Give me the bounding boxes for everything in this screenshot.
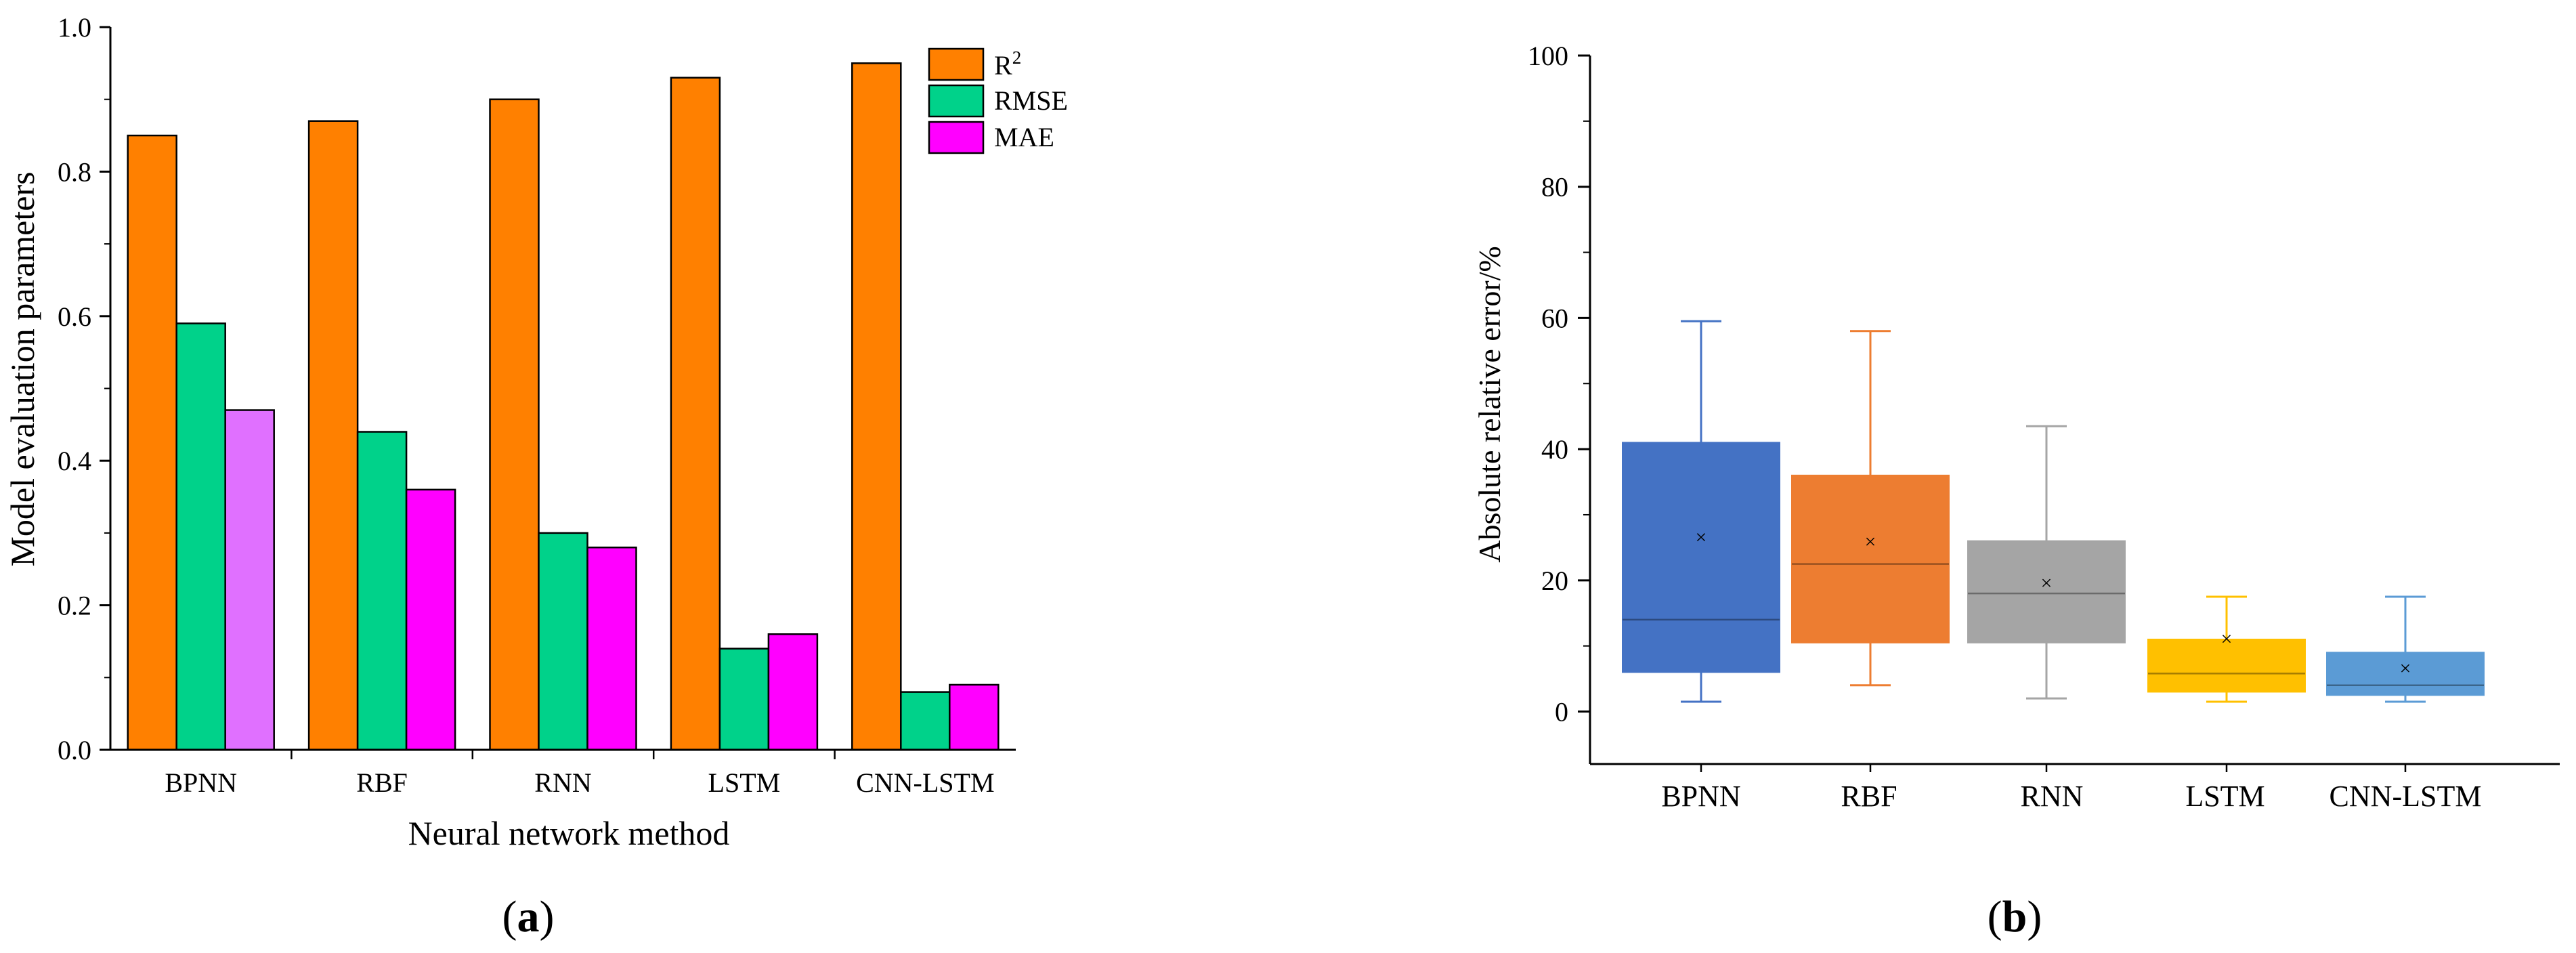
x-tick-label-lstm: LSTM <box>708 767 781 798</box>
bar-rmse-lstm <box>718 648 770 751</box>
bar-rmse-bpnn <box>175 322 226 751</box>
panel-a-label: a <box>517 892 540 941</box>
panel-a-axes: BPNN RBF RNN LSTM CNN-LSTM 0.0 0.2 0.4 0.6 0.8 1.0 <box>58 12 1016 798</box>
mean-marker-bpnn: × <box>1696 526 1707 549</box>
panel-a-bar-chart: BPNN RBF RNN LSTM CNN-LSTM 0.0 0.2 0.4 0.6 0.8 1.0… <box>3 12 1068 941</box>
bar-rmse-rbf <box>356 431 408 751</box>
bar-mae-rnn <box>586 546 637 751</box>
bar-r2-rbf <box>307 120 359 751</box>
panel-a-bars <box>127 62 1000 751</box>
mean-marker-cnn-lstm: × <box>2400 658 2411 680</box>
legend-label-r2: R2 <box>994 47 1021 81</box>
panel-b-label: b <box>2002 892 2027 941</box>
x-tick-label-bpnn: BPNN <box>1661 780 1740 813</box>
legend-label-rmse: RMSE <box>994 85 1068 116</box>
bar-rmse-rnn <box>538 532 588 751</box>
panel-a-xlabel: Neural network method <box>408 814 730 852</box>
box-rbf <box>1791 474 1950 643</box>
y-tick-label-80: 80 <box>1541 172 1568 203</box>
y-tick-label-0-8: 0.8 <box>58 156 91 187</box>
y-tick-label-60: 60 <box>1541 303 1568 333</box>
mean-marker-rbf: × <box>1865 531 1876 553</box>
y-tick-label-0-0: 0.0 <box>58 735 91 765</box>
box-lstm <box>2147 638 2306 693</box>
y-tick-label-0-4: 0.4 <box>58 446 91 476</box>
y-tick-label-0: 0 <box>1555 697 1568 727</box>
mean-marker-rnn: × <box>2041 572 2053 595</box>
bar-mae-lstm <box>767 633 819 751</box>
legend-swatch-mae <box>928 121 985 154</box>
y-tick-label-20: 20 <box>1541 566 1568 596</box>
bar-r2-lstm <box>670 77 721 751</box>
box-rnn <box>1967 540 2126 643</box>
panel-b-ylabel: Absolute relative error/% <box>1472 246 1507 562</box>
bar-r2-cnn-lstm <box>851 62 902 751</box>
panel-a-caption: (a) <box>502 892 555 941</box>
x-tick-label-cnn-lstm: CNN-LSTM <box>856 767 994 798</box>
x-tick-label-rbf: RBF <box>1841 780 1897 813</box>
bar-r2-bpnn <box>127 134 177 751</box>
legend-label-mae: MAE <box>994 122 1054 152</box>
bar-rmse-cnn-lstm <box>900 691 951 751</box>
mean-marker-lstm: × <box>2221 628 2233 650</box>
x-tick-label-rbf: RBF <box>356 767 408 798</box>
y-tick-label-0-6: 0.6 <box>58 301 91 332</box>
panel-a-legend: R2 RMSE MAE <box>928 47 1068 154</box>
y-tick-label-1-0: 1.0 <box>58 12 91 43</box>
bar-mae-cnn-lstm <box>949 683 1000 751</box>
panel-b-caption: (b) <box>1988 892 2042 941</box>
box-bpnn <box>1622 442 1780 673</box>
x-tick-label-rnn: RNN <box>2021 780 2084 813</box>
x-tick-label-lstm: LSTM <box>2185 780 2264 813</box>
legend-swatch-r2 <box>928 47 985 81</box>
x-tick-label-cnn-lstm: CNN-LSTM <box>2330 780 2482 813</box>
y-tick-label-40: 40 <box>1541 434 1568 465</box>
panel-b-boxes: × × × × × <box>1622 320 2485 772</box>
legend-swatch-rmse <box>928 84 985 118</box>
panel-a-ylabel: Model evaluation parameters <box>3 171 41 566</box>
bar-mae-rbf <box>405 488 456 751</box>
x-tick-label-rnn: RNN <box>534 767 591 798</box>
panel-b-axes: 0 20 40 60 80 100 BPNN RBF RNN LSTM CNN-LSTM <box>1528 41 2560 813</box>
bar-mae-bpnn <box>224 409 275 751</box>
legend-r2-superscript: 2 <box>1012 47 1022 68</box>
x-tick-label-bpnn: BPNN <box>165 767 237 798</box>
y-tick-label-0-2: 0.2 <box>58 591 91 621</box>
y-tick-label-100: 100 <box>1528 41 1568 71</box>
box-cnn-lstm <box>2326 652 2485 696</box>
legend-r2-base: R <box>994 50 1012 81</box>
bar-r2-rnn <box>489 98 540 751</box>
